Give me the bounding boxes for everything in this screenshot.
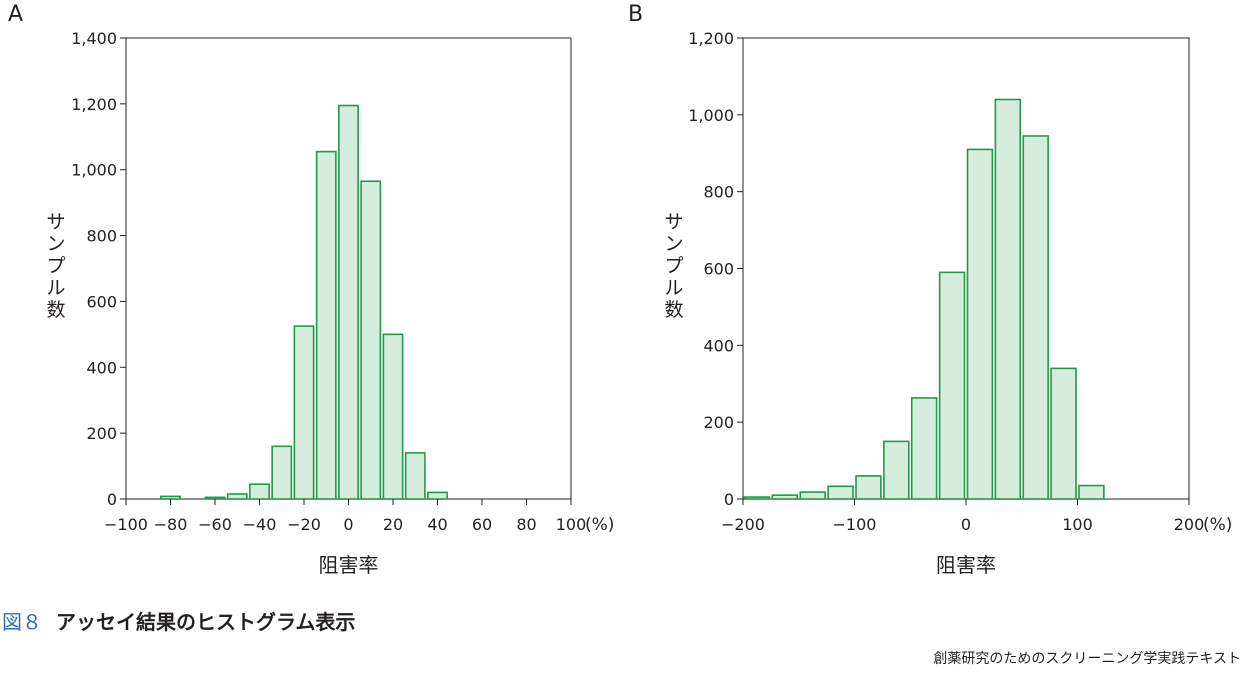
panel-a-y-axis-label-char: ン [46,233,65,255]
panel-a-bar [249,483,270,500]
panel-b-plot-frame [742,37,1190,500]
panel-a-y-axis-label-char: ル [46,277,65,299]
panel-b-y-tick-label: 1,200 [688,29,734,48]
panel-a-bar [293,325,315,500]
panel-a-bar [427,491,448,500]
panel-b-x-tick-label: −200 [721,515,765,534]
panel-b-bar [938,271,966,500]
panel-a-x-axis-label: 阻害率 [319,553,379,577]
panel-b-x-tick-label: −100 [833,515,877,534]
panel-b-y-axis-label-char: 数 [664,299,683,321]
panel-a-y-axis-label-char: 数 [46,299,65,321]
panel-b-bar [827,485,854,500]
panel-a-x-tick-label: 0 [343,515,353,534]
panel-b-y-tick-label: 1,000 [688,106,734,125]
panel-a-x-tick-label: 80 [516,515,536,534]
panel-b-y-tick-label: 600 [703,260,734,279]
panel-b-bar [910,397,938,500]
panel-a-panel-label: A [8,2,23,27]
panel-b-bar [1050,367,1077,500]
figure-caption: 図８ アッセイ結果のヒストグラム表示 [2,606,355,635]
panel-b-y-tick-label: 0 [724,490,734,509]
panel-b-bar [966,148,994,500]
panel-b-bar [771,494,799,500]
panel-a-bar [226,493,248,500]
panel-a-y-axis-label-char: サ [46,211,65,233]
panel-a-x-tick-label: 60 [472,515,492,534]
panel-a-x-unit: (%) [585,515,614,535]
panel-a-y-axis-label-char: プ [46,255,65,277]
panel-b-x-axis-label: 阻害率 [936,553,996,577]
panel-b-bar [1022,135,1049,500]
panel-a-x-tick-label: −40 [243,515,277,534]
panel-b-x-unit: (%) [1203,515,1232,535]
panel-a-bar [160,495,181,500]
panel-a-bar [204,496,226,500]
panel-b-y-axis-label-char: サ [664,211,683,233]
panel-a-y-tick-label: 200 [86,424,117,443]
panel-a-x-tick-label: 20 [383,515,403,534]
panel-a-bar [382,333,404,500]
panel-b-y-axis-label-char: プ [664,255,683,277]
panel-a-x-tick-label: −80 [154,515,188,534]
panel-a-bar [315,150,337,500]
panel-b-y-tick-label: 800 [703,183,734,202]
panel-b-x-tick-label: 0 [961,515,971,534]
panel-b-bar [855,475,882,500]
panel-b-x-tick-label: 100 [1062,515,1093,534]
panel-b-y-axis-label-char: ン [664,233,683,255]
panel-a-x-tick-label: −100 [104,515,148,534]
panel-a-bar [271,445,293,500]
panel-a-y-tick-label: 1,200 [71,95,117,114]
panel-a-x-tick-label: 40 [427,515,447,534]
panel-a-bar [360,180,382,500]
panel-b-y-axis-label-char: ル [664,277,683,299]
panel-b-bar [883,440,910,500]
panel-a-y-tick-label: 0 [107,490,117,509]
figure-number: 図８ [2,610,42,634]
panel-b-bar [799,491,826,500]
panel-a-y-tick-label: 1,000 [71,161,117,180]
panel-a-bar [404,452,426,500]
panel-a-y-tick-label: 600 [86,292,117,311]
panel-b-y-tick-label: 200 [703,413,734,432]
panel-a-y-tick-label: 1,400 [71,29,117,48]
panel-a-bar [338,104,359,500]
panel-b-panel-label: B [628,2,643,27]
panel-a-x-tick-label: −60 [198,515,232,534]
panel-a-y-tick-label: 800 [86,227,117,246]
panel-b-bar [1078,484,1105,500]
panel-a-x-tick-label: 100 [556,515,587,534]
panel-a-x-tick-label: −20 [287,515,321,534]
panel-b-x-tick-label: 200 [1174,515,1205,534]
panel-b-bar [994,98,1022,500]
panel-a-y-tick-label: 400 [86,358,117,377]
panel-b-y-tick-label: 400 [703,336,734,355]
panel-b-bar [743,496,771,500]
figure-title: アッセイ結果のヒストグラム表示 [56,610,356,634]
book-title-footer: 創薬研究のためのスクリーニング学実践テキスト [933,651,1241,667]
